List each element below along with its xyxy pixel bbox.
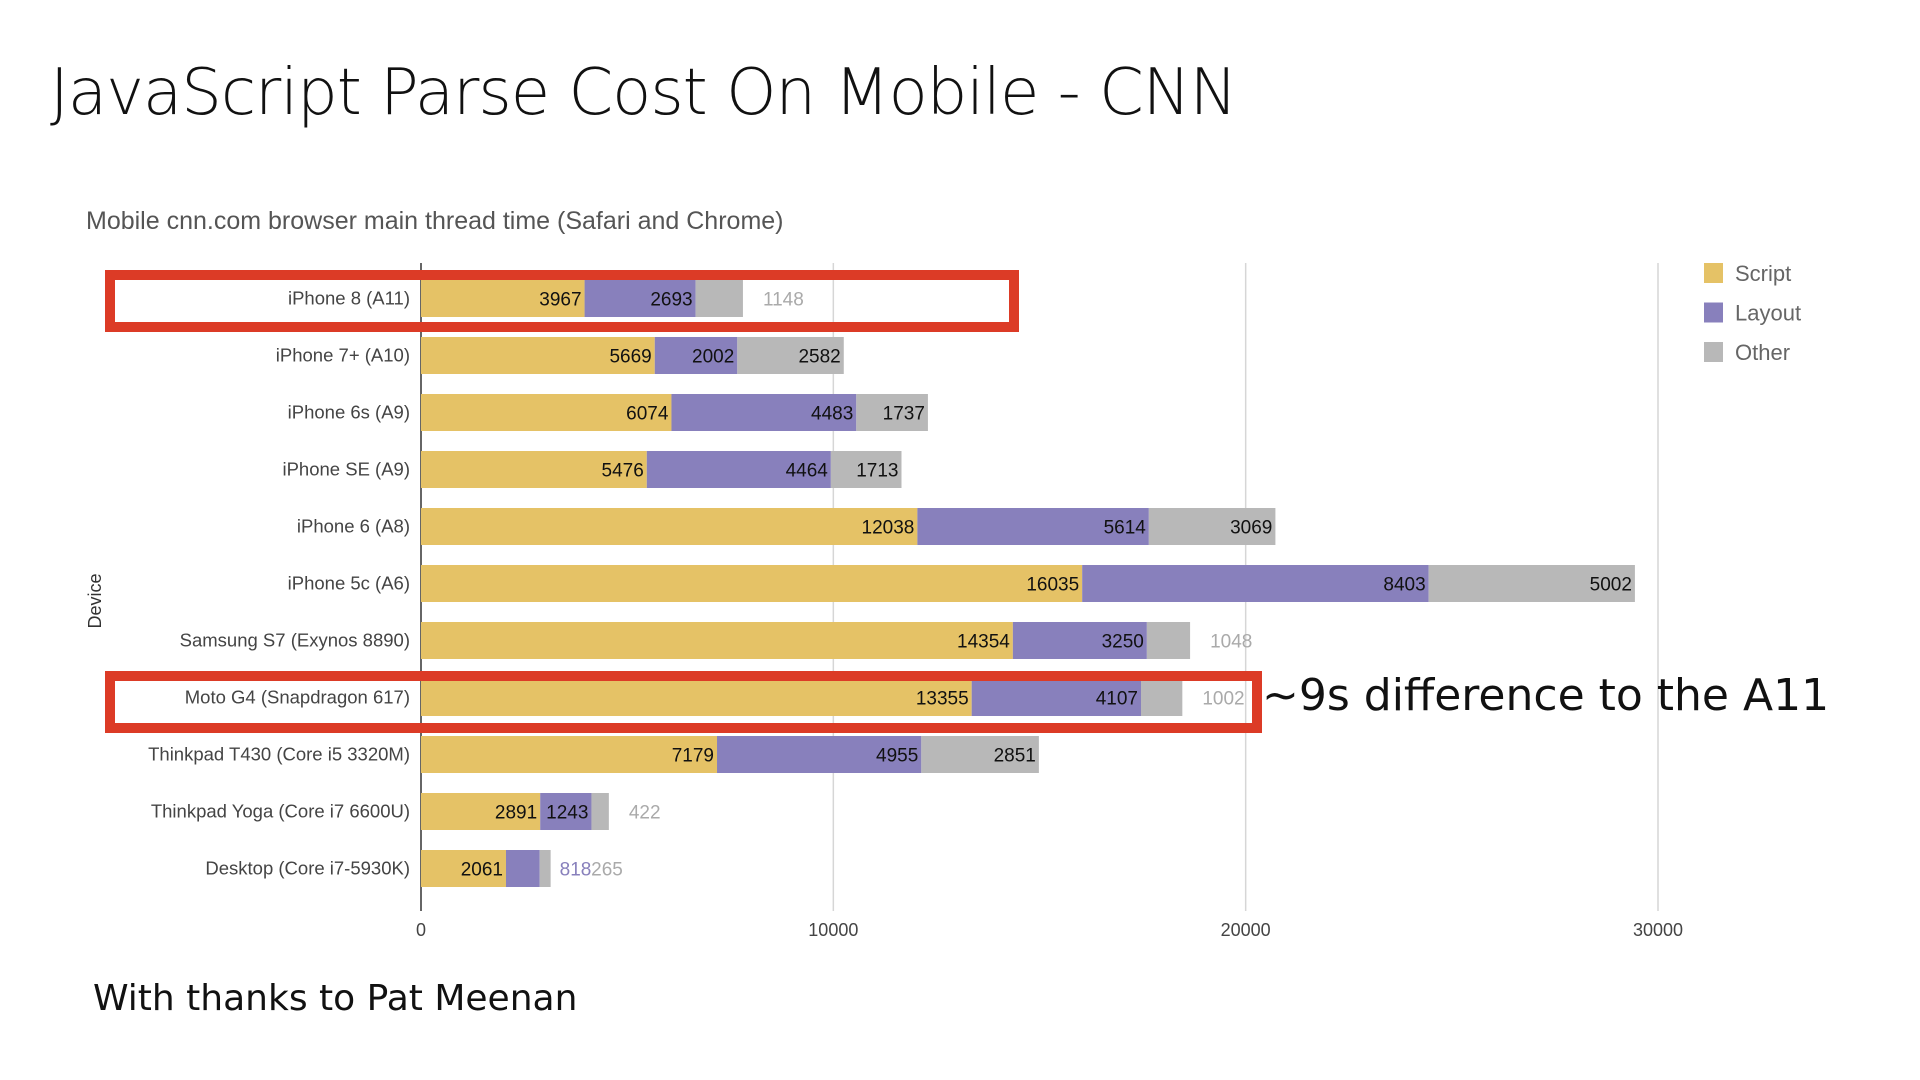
bar-segment-layout [646, 451, 831, 488]
data-label: 1048 [1210, 632, 1252, 653]
bar-segment-other [737, 337, 844, 374]
chart-title: Mobile cnn.com browser main thread time … [86, 207, 784, 235]
x-tick-label: 20000 [1221, 920, 1271, 940]
bar-segment-other [539, 850, 551, 887]
data-label: 14354 [957, 632, 1010, 653]
bar-segment-other [921, 736, 1039, 773]
category-label: Samsung S7 (Exynos 8890) [180, 630, 410, 651]
bar-segment-script [421, 451, 647, 488]
x-tick-label: 30000 [1633, 920, 1683, 940]
data-label: 16035 [1026, 575, 1079, 596]
bar-segment-layout [1012, 622, 1147, 659]
bar-segment-layout [540, 793, 592, 830]
bar-segment-script [421, 736, 718, 773]
data-label: 1737 [883, 404, 925, 425]
data-label: 1243 [546, 803, 588, 824]
data-label: 1002 [1202, 689, 1244, 710]
data-label: 1148 [763, 290, 804, 311]
data-label: 8403 [1383, 575, 1425, 596]
data-label: 2002 [692, 347, 734, 368]
data-label: 4464 [786, 461, 829, 482]
data-label: 3967 [539, 290, 581, 311]
bar-segment-other [830, 451, 902, 488]
y-axis-label: Device [85, 573, 105, 628]
bar-segment-script [421, 565, 1083, 602]
bar-segment-layout [505, 850, 540, 887]
data-label: 1713 [856, 461, 898, 482]
legend-swatch-other [1704, 342, 1723, 362]
category-label: iPhone 6 (A8) [297, 516, 410, 537]
legend-swatch-layout [1704, 302, 1723, 323]
highlight-box-moto-g4 [105, 671, 1262, 733]
data-label: 7179 [672, 746, 714, 767]
data-label: 2582 [798, 347, 840, 368]
data-label: 4107 [1096, 689, 1138, 710]
bar-segment-script [421, 793, 541, 830]
data-label: 5614 [1104, 518, 1147, 539]
bar-segment-other [1148, 508, 1276, 545]
data-label: 265 [591, 860, 623, 881]
bar-segment-script [421, 850, 506, 887]
bar-segment-layout [971, 679, 1142, 716]
bar-segment-layout [717, 736, 922, 773]
data-label: 2851 [994, 746, 1036, 767]
bar-segment-script [421, 337, 655, 374]
data-label: 4483 [811, 404, 853, 425]
data-label: 2061 [461, 860, 503, 881]
credit-text: With thanks to Pat Meenan [93, 978, 578, 1019]
data-label: 3069 [1230, 518, 1272, 539]
category-label: iPhone 7+ (A10) [276, 345, 410, 366]
bar-segment-script [421, 280, 585, 317]
legend-label: Layout [1735, 301, 1801, 326]
category-label: Desktop (Core i7-5930K) [205, 858, 410, 879]
bar-segment-other [591, 793, 609, 830]
x-tick-label: 0 [416, 920, 426, 940]
data-label: 5669 [609, 347, 651, 368]
category-label: iPhone SE (A9) [282, 459, 410, 480]
bar-segment-other [856, 394, 928, 431]
bar-segment-script [421, 508, 918, 545]
category-label: Thinkpad Yoga (Core i7 6600U) [151, 801, 410, 822]
category-label: iPhone 5c (A6) [288, 573, 410, 594]
bar-segment-layout [917, 508, 1149, 545]
data-label: 13355 [916, 689, 969, 710]
bar-segment-script [421, 679, 972, 716]
bar-segment-layout [654, 337, 738, 374]
slide-title: JavaScript Parse Cost On Mobile - CNN [50, 56, 1238, 130]
annotation-text: ~9s difference to the A11 [1262, 670, 1830, 721]
bar-segment-script [421, 622, 1013, 659]
bar-segment-layout [671, 394, 857, 431]
data-label: 422 [629, 803, 661, 824]
bar-segment-other [695, 280, 743, 317]
data-label: 5476 [602, 461, 644, 482]
data-label: 2891 [495, 803, 537, 824]
data-label: 5002 [1590, 575, 1632, 596]
bar-segment-other [1428, 565, 1635, 602]
data-label: 4955 [876, 746, 918, 767]
data-label: 12038 [862, 518, 915, 539]
category-label: Thinkpad T430 (Core i5 3320M) [148, 744, 410, 765]
highlight-box-iphone8 [105, 270, 1019, 332]
bar-segment-layout [584, 280, 696, 317]
category-label: Moto G4 (Snapdragon 617) [185, 687, 410, 708]
bar-segment-other [1141, 679, 1183, 716]
category-label: iPhone 6s (A9) [288, 402, 410, 423]
legend-label: Script [1735, 261, 1791, 286]
data-label: 6074 [626, 404, 669, 425]
x-tick-label: 10000 [808, 920, 858, 940]
data-label: 2693 [650, 290, 692, 311]
bar-segment-other [1146, 622, 1191, 659]
legend-swatch-script [1704, 263, 1723, 283]
bar-segment-layout [1082, 565, 1429, 602]
legend-label: Other [1735, 340, 1790, 365]
bar-segment-script [421, 394, 672, 431]
data-label: 818 [560, 860, 592, 881]
category-label: iPhone 8 (A11) [288, 288, 410, 309]
data-label: 3250 [1102, 632, 1144, 653]
